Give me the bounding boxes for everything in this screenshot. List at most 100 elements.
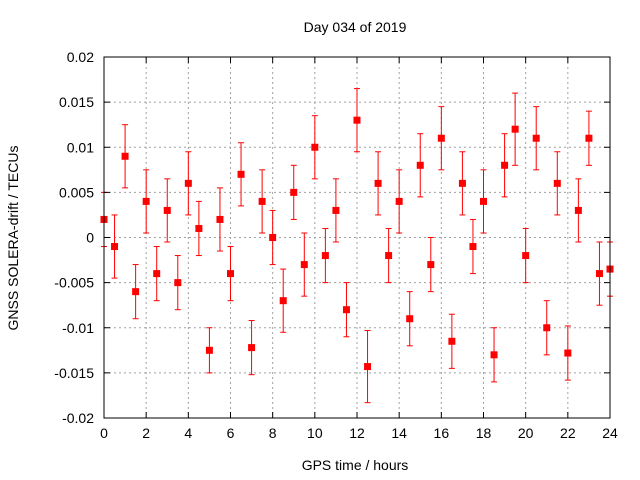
data-point: [364, 329, 372, 404]
data-point: [511, 92, 519, 166]
data-point: [458, 151, 466, 216]
point-marker: [585, 134, 593, 142]
data-series: [100, 88, 614, 404]
point-marker: [227, 270, 234, 278]
x-tick-label: 14: [391, 425, 407, 441]
point-marker: [522, 252, 530, 260]
x-axis-title: GPS time / hours: [302, 457, 409, 473]
data-point: [353, 88, 361, 153]
point-marker: [132, 288, 140, 296]
y-tick-label: 0.01: [67, 139, 94, 155]
data-point: [543, 300, 551, 356]
point-marker: [248, 344, 256, 352]
data-point: [205, 327, 213, 374]
data-point: [342, 282, 350, 338]
point-marker: [374, 179, 382, 187]
point-marker: [353, 116, 361, 124]
data-point: [395, 169, 403, 234]
data-point: [142, 169, 150, 234]
point-marker: [269, 234, 277, 241]
data-point: [237, 142, 245, 207]
point-marker: [184, 179, 192, 187]
data-point: [427, 237, 435, 293]
data-point: [553, 151, 561, 216]
point-marker: [448, 337, 456, 345]
data-point: [522, 227, 530, 284]
point-marker: [595, 270, 603, 278]
data-point: [258, 169, 266, 234]
x-tick-label: 2: [142, 425, 150, 441]
point-marker: [290, 188, 298, 196]
data-point: [574, 178, 582, 243]
y-tick-label: -0.01: [62, 320, 94, 336]
data-point: [163, 178, 171, 243]
point-marker: [195, 224, 203, 232]
data-point: [532, 106, 540, 171]
x-tick-label: 22: [560, 425, 576, 441]
point-marker: [511, 125, 519, 133]
data-point: [269, 209, 277, 266]
point-marker: [163, 206, 171, 214]
x-tick-label: 8: [269, 425, 277, 441]
data-point: [448, 313, 456, 369]
y-axis-ticks: -0.02 -0.015 -0.01 -0.005 0 0.005 0.01 0.015 0.0…: [54, 49, 610, 426]
x-axis-ticks: 0 2 4 6 8 10 12 14 16 18 20 22 24: [100, 57, 618, 441]
data-point: [406, 291, 414, 347]
point-marker: [395, 197, 403, 205]
data-point: [332, 178, 340, 243]
y-tick-label: 0: [86, 230, 94, 246]
data-point: [279, 268, 287, 333]
y-axis-title: GNSS SOLERA-drift / TECUs: [5, 146, 21, 331]
point-marker: [279, 297, 287, 305]
data-point: [416, 133, 424, 198]
point-marker: [311, 143, 319, 151]
point-marker: [237, 170, 245, 178]
point-marker: [543, 324, 551, 332]
point-marker: [416, 161, 424, 169]
x-tick-label: 24: [602, 425, 618, 441]
x-tick-label: 4: [184, 425, 192, 441]
y-tick-label: 0.02: [67, 49, 94, 65]
data-point: [111, 214, 119, 279]
data-point: [195, 200, 203, 257]
point-marker: [490, 351, 498, 359]
data-point: [248, 320, 256, 376]
point-marker: [458, 179, 466, 187]
point-marker: [406, 315, 414, 323]
data-point: [153, 246, 161, 302]
point-marker: [364, 363, 372, 371]
point-marker: [437, 134, 445, 142]
data-point: [490, 327, 498, 383]
data-point: [174, 255, 182, 311]
data-point: [121, 124, 129, 189]
data-point: [469, 218, 477, 275]
data-point: [595, 241, 603, 306]
point-marker: [258, 197, 266, 205]
point-marker: [321, 252, 329, 260]
point-marker: [469, 243, 477, 251]
data-point: [321, 227, 329, 284]
point-marker: [553, 179, 561, 187]
point-marker: [142, 197, 150, 205]
x-tick-label: 16: [434, 425, 450, 441]
point-marker: [121, 152, 129, 160]
data-point: [437, 106, 445, 171]
data-point: [132, 264, 140, 320]
chart-title: Day 034 of 2019: [304, 19, 407, 35]
point-marker: [111, 243, 119, 251]
y-tick-label: -0.02: [62, 410, 94, 426]
data-point: [585, 110, 593, 166]
point-marker: [300, 261, 308, 269]
x-tick-label: 18: [476, 425, 492, 441]
data-point: [385, 227, 393, 284]
point-marker: [216, 215, 224, 223]
x-tick-label: 6: [227, 425, 235, 441]
point-marker: [564, 349, 572, 357]
point-marker: [385, 252, 393, 260]
point-marker: [342, 306, 350, 314]
x-tick-label: 10: [307, 425, 323, 441]
data-point: [227, 246, 234, 302]
point-marker: [574, 206, 582, 214]
